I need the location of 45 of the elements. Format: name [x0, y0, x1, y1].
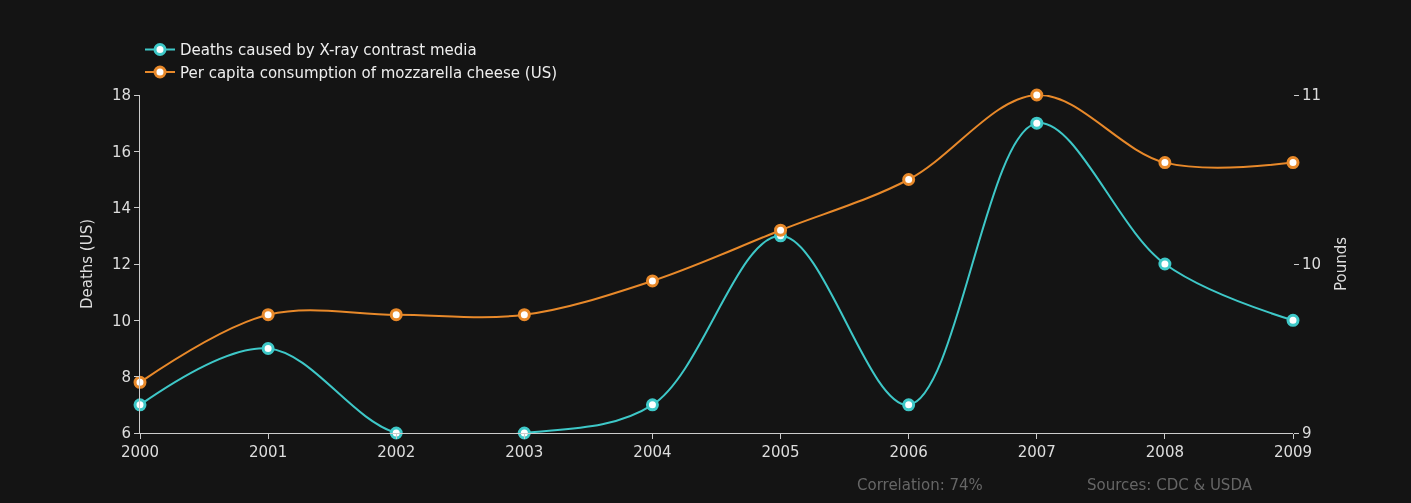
point — [645, 398, 659, 412]
point — [389, 308, 403, 322]
y-tick-label: 12 — [111, 255, 131, 274]
point — [1158, 257, 1172, 271]
x-tick-label: 2008 — [1145, 443, 1184, 461]
point — [1030, 116, 1044, 130]
legend-label: Per capita consumption of mozzarella cheese (US) — [180, 63, 558, 82]
x-tick-label: 2006 — [889, 443, 928, 461]
point — [517, 308, 531, 322]
y-tick-label: 6 — [121, 424, 131, 443]
x-tick-label: 2000 — [120, 443, 160, 461]
point — [261, 308, 275, 322]
y2-tick-label: 11 — [1302, 86, 1322, 105]
y2-tick-label: 9 — [1302, 424, 1312, 443]
y-tick-label: 14 — [111, 198, 131, 217]
y-tick-label: 10 — [111, 311, 131, 330]
point — [774, 223, 788, 237]
point — [389, 426, 403, 440]
x-tick-label: 2005 — [761, 443, 800, 461]
point — [902, 173, 916, 186]
x-tick-label: 2004 — [633, 443, 672, 461]
y-tick-label: 16 — [111, 142, 131, 161]
point — [1286, 156, 1300, 170]
point — [902, 398, 916, 412]
y-axis-title: Deaths (US) — [78, 218, 97, 310]
point — [1158, 156, 1172, 170]
x-tick-label: 2003 — [505, 443, 544, 461]
y-tick-label: 8 — [121, 367, 131, 386]
point — [1030, 88, 1044, 102]
x-tick-label: 2001 — [249, 443, 288, 461]
y2-axis-title: Pounds — [1332, 236, 1351, 292]
point — [133, 398, 147, 412]
y2-tick-label: 10 — [1302, 255, 1322, 274]
x-tick-label: 2009 — [1273, 443, 1313, 461]
source-note: Sources: CDC & USDA — [1087, 476, 1253, 494]
x-tick-label: 2007 — [1017, 443, 1056, 461]
point — [645, 274, 659, 288]
text: Correlation: 74% — [857, 476, 983, 494]
y-tick-label: 18 — [111, 86, 131, 105]
point — [133, 375, 147, 389]
point — [517, 426, 531, 440]
legend-label: Deaths caused by X-ray contrast media — [180, 41, 477, 60]
point — [1286, 313, 1300, 327]
point — [261, 342, 275, 355]
x-tick-label: 2002 — [377, 443, 416, 461]
